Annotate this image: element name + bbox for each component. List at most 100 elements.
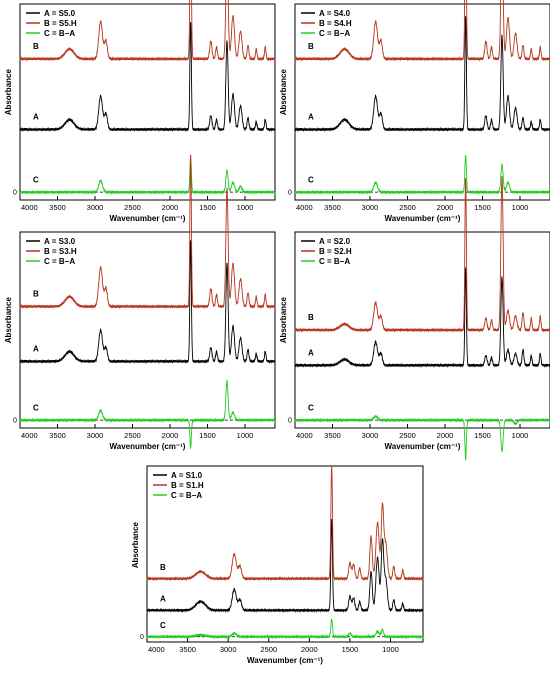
- x-tick-label: 1500: [199, 203, 216, 212]
- legend-entry-a: A = S3.0: [44, 237, 76, 246]
- trace-label-a: A: [33, 113, 39, 122]
- legend-entry-a: A = S5.0: [44, 9, 76, 18]
- plot-frame: [19, 231, 276, 429]
- trace-label-a: A: [308, 113, 314, 122]
- legend-entry-c: C = B−A: [44, 29, 75, 38]
- x-tick-label: 2500: [260, 645, 277, 654]
- y-axis-label: Absorbance: [131, 522, 140, 569]
- y-axis-label: Absorbance: [4, 297, 13, 344]
- x-tick-label: 2500: [399, 431, 416, 440]
- x-tick-label: 3500: [324, 431, 341, 440]
- x-tick-label: 2000: [437, 431, 454, 440]
- series-line-b: [294, 175, 550, 333]
- x-tick-label: 3500: [324, 203, 341, 212]
- series-line-a: [146, 518, 424, 614]
- x-tick-label: 1500: [474, 431, 491, 440]
- x-tick-label: 3000: [87, 431, 104, 440]
- series-line-a: [294, 267, 550, 369]
- series-line-c: [294, 155, 550, 196]
- trace-label-b: B: [33, 42, 39, 51]
- trace-label-b: B: [308, 313, 314, 322]
- x-axis-label: Wavenumber (cm⁻¹): [110, 214, 186, 223]
- x-tick-label: 2500: [399, 203, 416, 212]
- trace-label-c: C: [33, 175, 39, 184]
- x-tick-label: 2000: [301, 645, 318, 654]
- trace-label-b: B: [33, 290, 39, 299]
- series-line-c: [19, 156, 276, 196]
- x-tick-label: 4000: [21, 431, 38, 440]
- legend-entry-a: A = S2.0: [319, 237, 351, 246]
- y-axis-label: Absorbance: [279, 297, 288, 344]
- x-tick-label: 4000: [148, 645, 165, 654]
- x-tick-label: 1500: [474, 203, 491, 212]
- zero-label: 0: [13, 190, 17, 197]
- series-line-b: [146, 466, 424, 582]
- trace-label-a: A: [33, 345, 39, 354]
- legend-entry-a: A = S1.0: [171, 471, 203, 480]
- zero-label: 0: [288, 418, 292, 425]
- x-axis-label: Wavenumber (cm⁻¹): [110, 442, 186, 451]
- legend-entry-a: A = S4.0: [319, 9, 351, 18]
- y-axis-label: Absorbance: [4, 69, 13, 116]
- x-axis-label: Wavenumber (cm⁻¹): [385, 214, 461, 223]
- x-tick-label: 3000: [362, 203, 379, 212]
- trace-label-b: B: [160, 563, 166, 572]
- x-tick-label: 1000: [237, 203, 254, 212]
- series-line-c: [146, 618, 424, 640]
- x-tick-label: 3500: [49, 203, 66, 212]
- plot-frame: [146, 465, 424, 643]
- series-line-a: [19, 240, 276, 365]
- x-tick-label: 2000: [162, 431, 179, 440]
- x-axis-label: Wavenumber (cm⁻¹): [247, 656, 323, 665]
- legend-entry-b: B = S2.H: [319, 247, 352, 256]
- x-tick-label: 3000: [87, 203, 104, 212]
- x-tick-label: 4000: [21, 203, 38, 212]
- series-line-a: [294, 16, 550, 133]
- x-axis-label: Wavenumber (cm⁻¹): [385, 442, 461, 451]
- series-line-b: [19, 0, 276, 62]
- legend-entry-c: C = B−A: [319, 257, 350, 266]
- plot-frame: [294, 3, 550, 201]
- plot-frame: [19, 3, 276, 201]
- trace-label-c: C: [308, 403, 314, 412]
- panel-s4: 4000 3500 3000 2500 2000 1500 1000 Wavenumber (…: [279, 0, 550, 223]
- y-axis-label: Absorbance: [279, 69, 288, 116]
- trace-label-c: C: [308, 175, 314, 184]
- trace-label-c: C: [160, 621, 166, 630]
- x-tick-label: 4000: [296, 431, 313, 440]
- legend-entry-b: B = S3.H: [44, 247, 77, 256]
- x-tick-label: 3000: [362, 431, 379, 440]
- series-line-a: [19, 21, 276, 133]
- panel-s1: 4000 3500 3000 2500 2000 1500 1000 Wavenumber (…: [131, 465, 424, 665]
- zero-label: 0: [288, 190, 292, 197]
- trace-label-b: B: [308, 42, 314, 51]
- x-tick-label: 3500: [49, 431, 66, 440]
- legend-entry-c: C = B−A: [44, 257, 75, 266]
- panel-s3: 4000 3500 3000 2500 2000 1500 1000 Wavenumber (…: [4, 154, 276, 451]
- trace-label-a: A: [160, 595, 166, 604]
- legend-entry-b: B = S1.H: [171, 481, 204, 490]
- x-tick-label: 1000: [382, 645, 399, 654]
- x-tick-label: 1500: [199, 431, 216, 440]
- x-tick-label: 2500: [124, 431, 141, 440]
- trace-label-c: C: [33, 403, 39, 412]
- zero-label: 0: [13, 418, 17, 425]
- series-line-c: [19, 379, 276, 449]
- x-tick-label: 2000: [162, 203, 179, 212]
- trace-label-a: A: [308, 348, 314, 357]
- series-line-b: [294, 0, 550, 62]
- x-tick-label: 2000: [437, 203, 454, 212]
- x-tick-label: 3000: [220, 645, 237, 654]
- x-tick-label: 1000: [512, 203, 529, 212]
- legend-entry-c: C = B−A: [319, 29, 350, 38]
- zero-label: 0: [140, 634, 144, 641]
- x-tick-label: 4000: [296, 203, 313, 212]
- x-tick-label: 1500: [342, 645, 359, 654]
- legend-entry-b: B = S4.H: [319, 19, 352, 28]
- x-tick-label: 3500: [179, 645, 196, 654]
- series-line-b: [19, 154, 276, 310]
- x-tick-label: 1000: [512, 431, 529, 440]
- legend-entry-b: B = S5.H: [44, 19, 77, 28]
- x-tick-label: 2500: [124, 203, 141, 212]
